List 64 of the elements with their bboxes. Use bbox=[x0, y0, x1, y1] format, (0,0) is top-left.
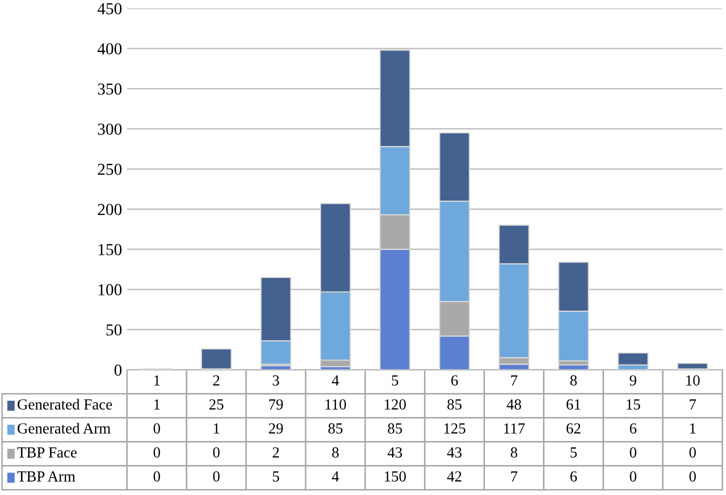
data-label: 120 bbox=[384, 399, 406, 410]
x-tick-label: 9 bbox=[630, 375, 636, 386]
x-tick-label: 2 bbox=[213, 375, 220, 386]
x-tick-label: 1 bbox=[154, 375, 160, 386]
data-label: 25 bbox=[209, 399, 224, 410]
y-tick-label: 400 bbox=[98, 43, 122, 55]
y-tick-label: 100 bbox=[98, 284, 122, 296]
data-label: 110 bbox=[326, 399, 346, 410]
data-label: 0 bbox=[154, 471, 160, 482]
data-label: 42 bbox=[447, 471, 462, 482]
data-label: 79 bbox=[269, 399, 283, 410]
legend-label: Generated Face bbox=[18, 398, 112, 410]
legend-label: Generated Arm bbox=[18, 422, 111, 434]
x-tick-label: 8 bbox=[570, 375, 577, 386]
data-label: 6 bbox=[630, 423, 636, 434]
data-label: 0 bbox=[630, 471, 636, 482]
x-tick-label: 10 bbox=[686, 375, 700, 386]
data-label: 43 bbox=[388, 447, 402, 458]
data-label: 1 bbox=[154, 399, 160, 410]
data-label: 48 bbox=[506, 399, 522, 410]
data-label: 2 bbox=[272, 447, 279, 458]
y-tick-label: 200 bbox=[98, 204, 122, 216]
data-label: 7 bbox=[690, 399, 696, 410]
data-label: 8 bbox=[510, 447, 518, 458]
y-tick-label: 350 bbox=[98, 83, 122, 95]
data-label: 15 bbox=[626, 399, 640, 410]
data-label: 5 bbox=[272, 471, 280, 482]
data-label: 0 bbox=[154, 447, 160, 458]
legend-label: TBP Face bbox=[17, 447, 77, 458]
data-label: 0 bbox=[689, 447, 696, 458]
y-tick-label: 300 bbox=[98, 124, 122, 135]
x-tick-label: 3 bbox=[272, 375, 280, 386]
x-tick-label: 7 bbox=[511, 375, 518, 386]
y-tick-label: 150 bbox=[98, 244, 122, 256]
x-tick-label: 4 bbox=[332, 375, 339, 386]
data-label: 150 bbox=[384, 471, 406, 482]
y-tick-label: 250 bbox=[98, 164, 122, 175]
data-label: 85 bbox=[388, 423, 402, 434]
data-label: 5 bbox=[570, 447, 577, 458]
data-label: 6 bbox=[570, 471, 577, 482]
data-label: 125 bbox=[444, 423, 466, 434]
data-label: 117 bbox=[504, 423, 525, 434]
data-label: 85 bbox=[447, 399, 462, 410]
y-tick-label: 0 bbox=[114, 364, 122, 376]
data-label: 1 bbox=[690, 423, 696, 434]
legend-label: TBP Arm bbox=[17, 471, 76, 482]
x-tick-label: 5 bbox=[392, 375, 398, 386]
data-label: 7 bbox=[511, 471, 518, 482]
data-label: 0 bbox=[630, 447, 636, 458]
data-label: 61 bbox=[566, 399, 580, 410]
y-tick-label: 50 bbox=[106, 324, 122, 336]
data-label: 0 bbox=[213, 471, 220, 482]
data-label: 0 bbox=[154, 423, 160, 434]
data-label: 62 bbox=[566, 423, 580, 434]
y-tick-label: 450 bbox=[98, 3, 122, 14]
data-label: 85 bbox=[328, 423, 342, 434]
data-label: 29 bbox=[268, 423, 283, 434]
data-label: 4 bbox=[332, 471, 339, 482]
data-label: 0 bbox=[213, 447, 220, 458]
data-label: 0 bbox=[689, 471, 696, 482]
data-label: 8 bbox=[332, 447, 339, 458]
data-label: 43 bbox=[447, 447, 462, 458]
data-label: 1 bbox=[214, 423, 220, 434]
x-tick-label: 6 bbox=[451, 375, 458, 386]
